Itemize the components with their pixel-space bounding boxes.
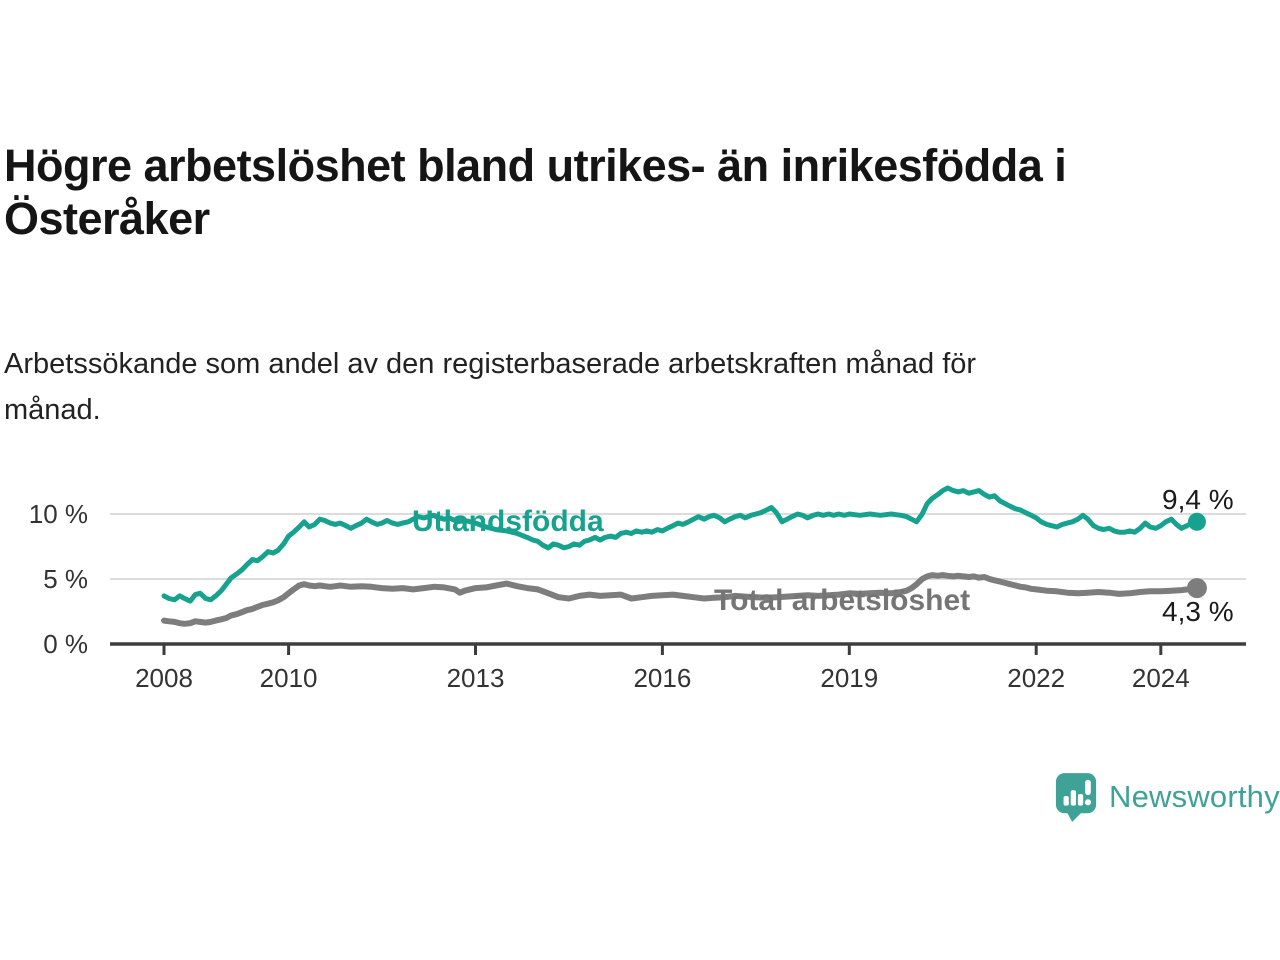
newsworthy-speech-bubble-barchart-icon	[1055, 773, 1097, 822]
page-title-line-1: Högre arbetslöshet bland utrikes- än inr…	[4, 140, 1067, 191]
y-tick-label: 0 %	[43, 629, 88, 659]
y-axis-labels: 0 % 5 % 10 %	[29, 499, 88, 659]
series-end-dots	[1186, 512, 1207, 599]
x-tick-label: 2013	[447, 663, 505, 693]
series-end-dot-total-arbetsloshet	[1186, 578, 1207, 599]
newsworthy-brand-text: Newsworthy	[1109, 779, 1280, 814]
x-tick-label: 2022	[1007, 663, 1065, 693]
x-tick-label: 2016	[633, 663, 691, 693]
page-title-line-2: Österåker	[4, 193, 210, 244]
page-subtitle-line-2: månad.	[4, 394, 101, 426]
x-tick-label: 2019	[820, 663, 878, 693]
series-label-total-arbetsloshet: Total arbetslöshet	[714, 584, 970, 617]
newsworthy-logo: Newsworthy	[1054, 772, 1280, 822]
gridlines	[110, 513, 1246, 580]
series-lines	[161, 485, 1200, 627]
end-value-label-utlandsfodda: 9,4 %	[1162, 484, 1234, 515]
chart-canvas: 0 %5 %10 % 2008 2010 2013 2016 2019 2022 2024 …	[29, 484, 1246, 693]
page-subtitle-line-1: Arbetssökande som andel av den registerb…	[4, 348, 977, 380]
x-tick-label: 2008	[135, 663, 193, 693]
y-tick-label: 10 %	[29, 499, 88, 529]
end-value-label-total-arbetsloshet: 4,3 %	[1162, 596, 1234, 627]
series-end-dot-utlandsfodda	[1187, 512, 1206, 531]
series-label-utlandsfodda: Utlandsfödda	[412, 505, 604, 538]
series-line-utlandsfodda	[161, 485, 1200, 604]
unemployment-line-chart: 0 % 5 % 10 % 2008 2010 2013 2016 2019 2022 2024 …	[0, 450, 1280, 710]
page-title: Högre arbetslöshet bland utrikes- än inr…	[4, 139, 1254, 245]
y-tick-label: 5 %	[43, 564, 88, 594]
series-line-total-arbetsloshet	[161, 572, 1200, 627]
page-subtitle: Arbetssökande som andel av den registerb…	[4, 341, 1204, 433]
x-tick-label: 2010	[260, 663, 318, 693]
x-tick-label: 2024	[1132, 663, 1190, 693]
x-axis-ticks: 2008 2010 2013 2016 2019 2022 2024	[135, 644, 1190, 693]
